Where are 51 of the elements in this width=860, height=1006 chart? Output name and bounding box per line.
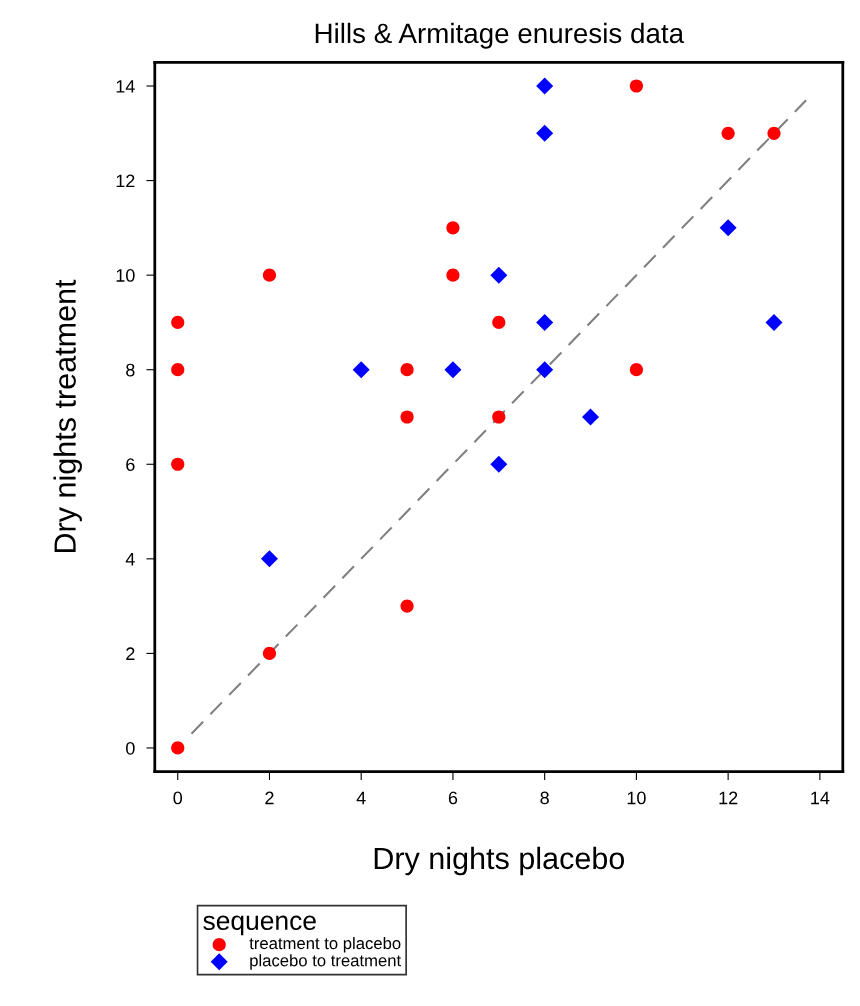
point xyxy=(492,410,506,424)
x-tick-label: 4 xyxy=(356,791,366,805)
point xyxy=(262,646,277,660)
legend-label: treatment to placebo xyxy=(249,936,401,953)
x-tick-label: 10 xyxy=(627,791,646,805)
x-axis-title: Dry nights placebo xyxy=(374,846,625,876)
y-tick-label: 0 xyxy=(126,741,135,755)
point xyxy=(352,361,370,379)
point xyxy=(171,457,185,471)
y-tick-label: 4 xyxy=(125,552,135,566)
y-tick-label: 14 xyxy=(116,80,135,93)
point xyxy=(536,124,554,142)
point xyxy=(400,363,414,377)
y-tick-label: 8 xyxy=(126,363,135,377)
legend-label: placebo to treatment xyxy=(250,954,402,970)
point xyxy=(171,741,185,755)
point xyxy=(582,408,600,426)
point xyxy=(767,126,781,140)
point xyxy=(629,79,643,93)
point xyxy=(262,268,277,282)
point xyxy=(536,361,554,379)
y-tick-label: 2 xyxy=(126,647,135,660)
point xyxy=(536,77,554,95)
x-tick-label: 2 xyxy=(265,791,274,805)
point xyxy=(490,455,508,473)
x-tick-label: 8 xyxy=(540,791,549,805)
point xyxy=(260,550,278,568)
chart-title: Hills & Armitage enuresis data xyxy=(315,22,685,49)
point xyxy=(492,315,506,330)
point xyxy=(400,599,414,613)
y-tick-label: 10 xyxy=(116,269,135,282)
y-axis-title: Dry nights treatment xyxy=(53,279,82,553)
point xyxy=(536,313,554,331)
y-tick-label: 6 xyxy=(126,458,135,471)
point xyxy=(446,221,460,235)
point xyxy=(171,315,185,330)
point xyxy=(629,363,643,377)
point xyxy=(765,313,783,331)
y-tick-label: 12 xyxy=(116,174,135,188)
x-tick-label: 14 xyxy=(811,791,830,805)
point xyxy=(719,219,737,237)
point xyxy=(400,410,414,424)
legend-title: sequence xyxy=(203,915,316,936)
point xyxy=(171,363,185,377)
point xyxy=(444,361,462,379)
point xyxy=(490,266,508,284)
x-tick-label: 0 xyxy=(173,791,183,805)
point xyxy=(446,268,460,282)
x-tick-label: 12 xyxy=(719,791,738,805)
point xyxy=(721,126,735,140)
x-tick-label: 6 xyxy=(448,791,458,805)
